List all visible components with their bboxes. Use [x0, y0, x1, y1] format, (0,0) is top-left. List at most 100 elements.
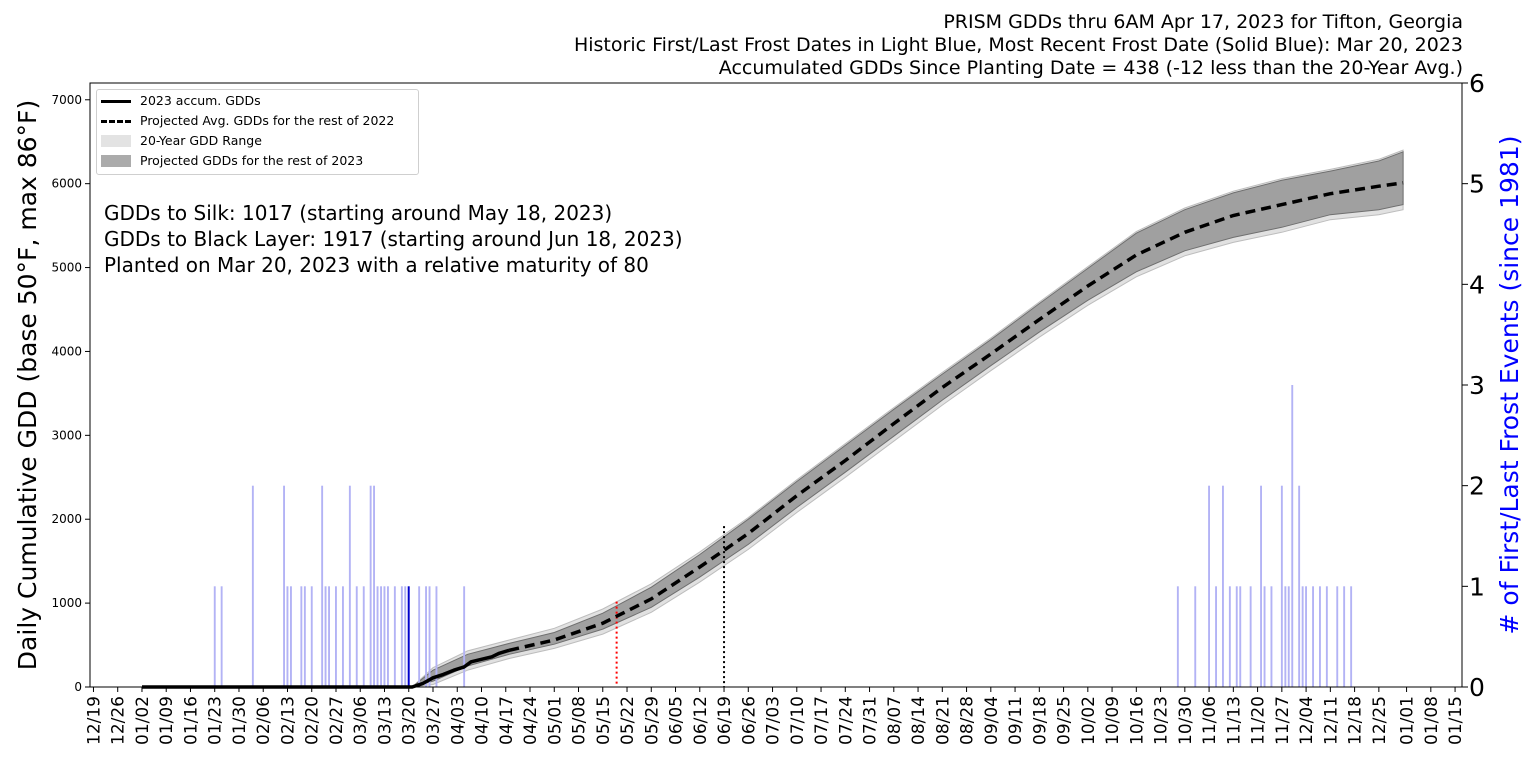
x-tick-label: 04/17 [497, 696, 517, 745]
x-tick-label: 02/27 [327, 696, 347, 745]
x-tick-label: 08/28 [958, 696, 978, 745]
x-tick-label: 04/03 [448, 696, 468, 745]
frost-event-bar [1325, 586, 1328, 687]
x-tick-label: 12/11 [1321, 696, 1341, 745]
x-tick-label: 02/06 [254, 696, 274, 745]
x-tick-label: 05/29 [642, 696, 662, 745]
x-tick-label: 01/09 [157, 696, 177, 745]
frost-event-bar [1284, 586, 1287, 687]
x-tick-label: 12/25 [1370, 696, 1390, 745]
x-tick-label: 01/30 [230, 696, 250, 745]
x-tick-label: 09/18 [1030, 696, 1050, 745]
y2-tick-label: 2 [1469, 472, 1485, 501]
frost-event-bar [1298, 485, 1301, 687]
legend-label: 20-Year GDD Range [140, 133, 262, 148]
x-tick-label: 12/18 [1346, 696, 1366, 745]
x-tick-label: 03/06 [351, 696, 371, 745]
frost-event-bar [1305, 586, 1307, 687]
frost-event-bar [1280, 485, 1283, 687]
y-tick-label: 7000 [51, 93, 82, 107]
frost-event-bar [290, 586, 292, 687]
recent-frost-bar [407, 586, 410, 687]
y2-tick-label: 1 [1469, 572, 1485, 601]
x-tick-label: 01/08 [1422, 696, 1442, 745]
frost-event-bar [435, 586, 438, 687]
x-tick-label: 11/13 [1224, 696, 1244, 745]
x-tick-label: 01/23 [206, 696, 226, 745]
x-tick-label: 10/02 [1079, 696, 1099, 745]
frost-event-bar [335, 586, 337, 687]
legend: 2023 accum. GDDs Projected Avg. GDDs for… [96, 89, 419, 175]
frost-event-bar [383, 586, 386, 687]
x-tick-label: 08/14 [909, 696, 929, 745]
plot-area [90, 83, 1462, 687]
frost-bars-layer [213, 385, 1353, 687]
x-tick-label: 08/07 [885, 696, 905, 745]
annotation-planted: Planted on Mar 20, 2023 with a relative … [104, 253, 649, 277]
frost-event-bar [387, 586, 389, 687]
frost-event-bar [418, 586, 421, 687]
x-tick-label: 09/25 [1055, 696, 1075, 745]
chart-title-line-1: PRISM GDDs thru 6AM Apr 17, 2023 for Tif… [943, 11, 1463, 33]
frost-event-bar [373, 485, 375, 687]
y2-tick-label: 4 [1469, 270, 1485, 299]
legend-swatch-dashed-line [101, 120, 131, 123]
x-tick-label: 10/30 [1176, 696, 1196, 745]
y2-tick-label: 3 [1469, 371, 1485, 400]
legend-swatch-light-band [101, 135, 131, 147]
frost-event-bar [324, 586, 327, 687]
y-tick-label: 2000 [51, 512, 82, 526]
frost-event-bar [1319, 586, 1321, 687]
frost-event-bar [213, 586, 216, 687]
x-tick-label: 07/17 [812, 696, 832, 745]
frost-event-bar [428, 586, 431, 687]
frost-event-bar [1260, 485, 1262, 687]
x-tick-label: 06/05 [667, 696, 687, 745]
y2-tick-label: 0 [1469, 673, 1485, 702]
frost-event-bar [300, 586, 303, 687]
y-tick-label: 1000 [51, 596, 82, 610]
frost-event-bar [400, 586, 403, 687]
chart-title-line-2: Historic First/Last Frost Dates in Light… [573, 34, 1463, 56]
x-tick-label: 09/11 [1006, 696, 1026, 745]
y-tick-label: 3000 [51, 428, 82, 442]
x-tick-label: 07/31 [861, 696, 881, 745]
x-tick-label: 09/04 [982, 696, 1002, 745]
projected-avg-gdd-line [508, 181, 1404, 653]
x-tick-label: 02/20 [303, 696, 323, 745]
y2-tick-label: 5 [1469, 170, 1485, 199]
frost-event-bar [220, 586, 223, 687]
x-tick-label: 05/15 [594, 696, 614, 745]
frost-event-bar [303, 586, 306, 687]
y-tick-label: 5000 [51, 261, 82, 275]
frost-event-bar [328, 586, 330, 687]
frost-event-bar [1222, 485, 1224, 687]
x-tick-label: 03/20 [400, 696, 420, 745]
y-tick-label: 4000 [51, 344, 82, 358]
x-tick-label: 01/02 [133, 696, 153, 745]
frost-event-bar [1301, 586, 1304, 687]
frost-event-bar [342, 586, 344, 687]
frost-event-bar [1263, 586, 1266, 687]
x-tick-label: 12/19 [85, 696, 105, 745]
frost-event-bar [321, 485, 324, 687]
frost-event-bar [1235, 586, 1238, 687]
frost-event-bar [369, 485, 372, 687]
legend-label: 2023 accum. GDDs [140, 93, 261, 108]
legend-label: Projected Avg. GDDs for the rest of 2022 [140, 113, 395, 128]
annotation-silk: GDDs to Silk: 1017 (starting around May … [104, 201, 613, 225]
frost-event-bar [1287, 586, 1290, 687]
x-tick-label: 12/04 [1297, 696, 1317, 745]
annotation-black-layer: GDDs to Black Layer: 1917 (starting arou… [104, 227, 683, 251]
x-tick-label: 05/01 [545, 696, 565, 745]
x-tick-label: 06/19 [715, 696, 735, 745]
x-tick-label: 06/12 [691, 696, 711, 745]
y-axis-label: Daily Cumulative GDD (base 50°F, max 86°… [13, 100, 42, 670]
x-tick-label: 01/01 [1398, 696, 1418, 745]
frost-event-bar [393, 586, 396, 687]
frost-event-bar [404, 586, 407, 687]
x-tick-label: 10/16 [1127, 696, 1147, 745]
y-tick-label: 0 [74, 680, 82, 694]
frost-event-bar [380, 586, 382, 687]
